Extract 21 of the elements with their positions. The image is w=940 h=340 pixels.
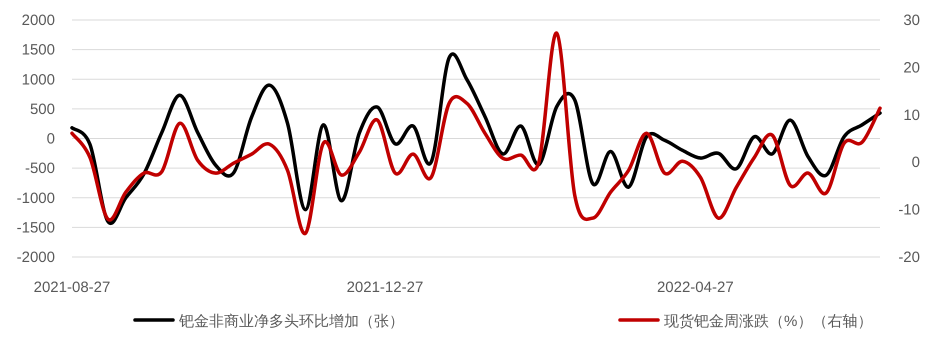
y-tick-label: 1500 <box>22 42 55 59</box>
y-tick-label: -500 <box>24 160 55 178</box>
y2-tick-label: 0 <box>912 154 920 172</box>
y-tick-label: 500 <box>30 100 55 118</box>
y-tick-label: 1000 <box>22 71 55 88</box>
y2-tick-label: -10 <box>898 202 920 219</box>
legend-label: 现货钯金周涨跌（%）（右轴） <box>664 313 872 330</box>
y2-tick-label: -20 <box>898 249 920 266</box>
legend-label: 钯金非商业净多头环比增加（张） <box>178 313 404 330</box>
y-tick-label: -1000 <box>16 190 55 207</box>
x-tick-label: 2022-04-27 <box>656 279 734 296</box>
y2-tick-label: 10 <box>903 106 920 124</box>
y2-tick-label: 30 <box>903 12 920 29</box>
y-tick-label: 2000 <box>22 12 55 29</box>
x-tick-label: 2021-12-27 <box>346 279 424 296</box>
y-tick-label: 0 <box>46 130 55 148</box>
line-series <box>70 32 882 236</box>
y-tick-label: -2000 <box>16 249 55 266</box>
y2-tick-label: 20 <box>903 59 920 76</box>
y-tick-label: -1500 <box>16 219 55 236</box>
x-tick-label: 2021-08-27 <box>34 279 110 296</box>
